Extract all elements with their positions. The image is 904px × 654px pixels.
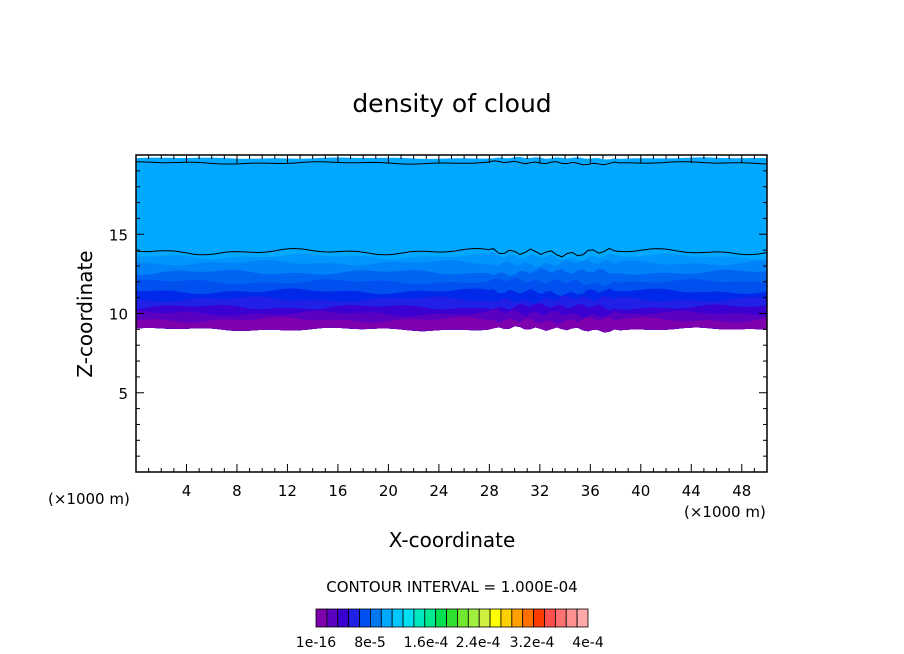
y-axis: 5 10 15	[109, 154, 767, 473]
contour-line-top	[136, 160, 767, 166]
x-tick-label: 24	[429, 482, 448, 500]
x-tick-label: 28	[480, 482, 499, 500]
x-tick-label: 40	[631, 482, 650, 500]
colorbar-swatch	[489, 608, 502, 628]
colorbar-swatch	[446, 608, 458, 628]
x-tick-label: 36	[581, 482, 600, 500]
contour-band	[136, 316, 767, 333]
colorbar-swatch	[359, 608, 371, 628]
colorbar-label: 1e-16	[296, 635, 336, 651]
x-axis-label: X-coordinate	[389, 528, 516, 552]
contour-line-upper	[136, 247, 767, 258]
colorbar-swatch	[337, 608, 350, 628]
x-tick-label: 16	[328, 482, 347, 500]
x-tick-label: 12	[278, 482, 297, 500]
colorbar-swatch	[315, 608, 328, 628]
chart-title: density of cloud	[352, 89, 551, 118]
x-tick-label: 20	[379, 482, 398, 500]
x-tick-label: 8	[232, 482, 242, 500]
y-axis-label: Z-coordinate	[73, 250, 97, 377]
colorbar-label: 2.4e-4	[456, 635, 501, 651]
colorbar-label: 4e-4	[572, 635, 604, 651]
x-tick-label: 44	[682, 482, 701, 500]
colorbar-swatch	[348, 608, 360, 628]
colorbar-swatch	[326, 608, 339, 628]
colorbar-swatch	[500, 608, 513, 628]
x-tick-label: 48	[732, 482, 751, 500]
plot-area	[135, 154, 768, 473]
colorbar-swatch	[424, 608, 437, 628]
colorbar-label: 3.2e-4	[510, 635, 555, 651]
colorbar-swatch	[467, 608, 480, 628]
y-tick-label: 10	[109, 306, 128, 324]
colorbar-swatch	[522, 608, 534, 628]
colorbar-swatch	[544, 608, 556, 628]
colorbar-swatch	[435, 608, 447, 628]
colorbar-labels: 1e-16 8e-5 1.6e-4 2.4e-4 3.2e-4 4e-4	[296, 635, 604, 651]
colorbar-swatch	[511, 608, 524, 628]
colorbar-swatch	[478, 608, 491, 628]
colorbar-swatch	[380, 608, 393, 628]
colorbar-swatch	[457, 608, 469, 628]
colorbar-swatch	[533, 608, 545, 628]
x-axis: 4 8 12 16 20 24 28 32 36 40 44 48	[135, 155, 768, 500]
x-unit-right: (×1000 m)	[684, 503, 766, 521]
x-tick-label: 4	[182, 482, 192, 500]
colorbar-swatch	[565, 608, 578, 628]
colorbar-label: 8e-5	[354, 635, 385, 651]
x-tick-label: 32	[530, 482, 549, 500]
colorbar-swatch	[369, 608, 382, 628]
colorbar-swatch	[402, 608, 415, 628]
colorbar-swatch	[576, 608, 589, 628]
colorbar-swatch	[391, 608, 404, 628]
x-unit-left: (×1000 m)	[48, 490, 130, 508]
y-tick-label: 15	[109, 226, 128, 244]
y-tick-label: 5	[118, 385, 128, 403]
colorbar-swatch	[554, 608, 567, 628]
colorbar-label: 1.6e-4	[404, 635, 449, 651]
contour-interval-text: CONTOUR INTERVAL = 1.000E-04	[326, 578, 577, 596]
colorbar-swatch	[413, 608, 426, 628]
colorbar	[315, 608, 589, 628]
